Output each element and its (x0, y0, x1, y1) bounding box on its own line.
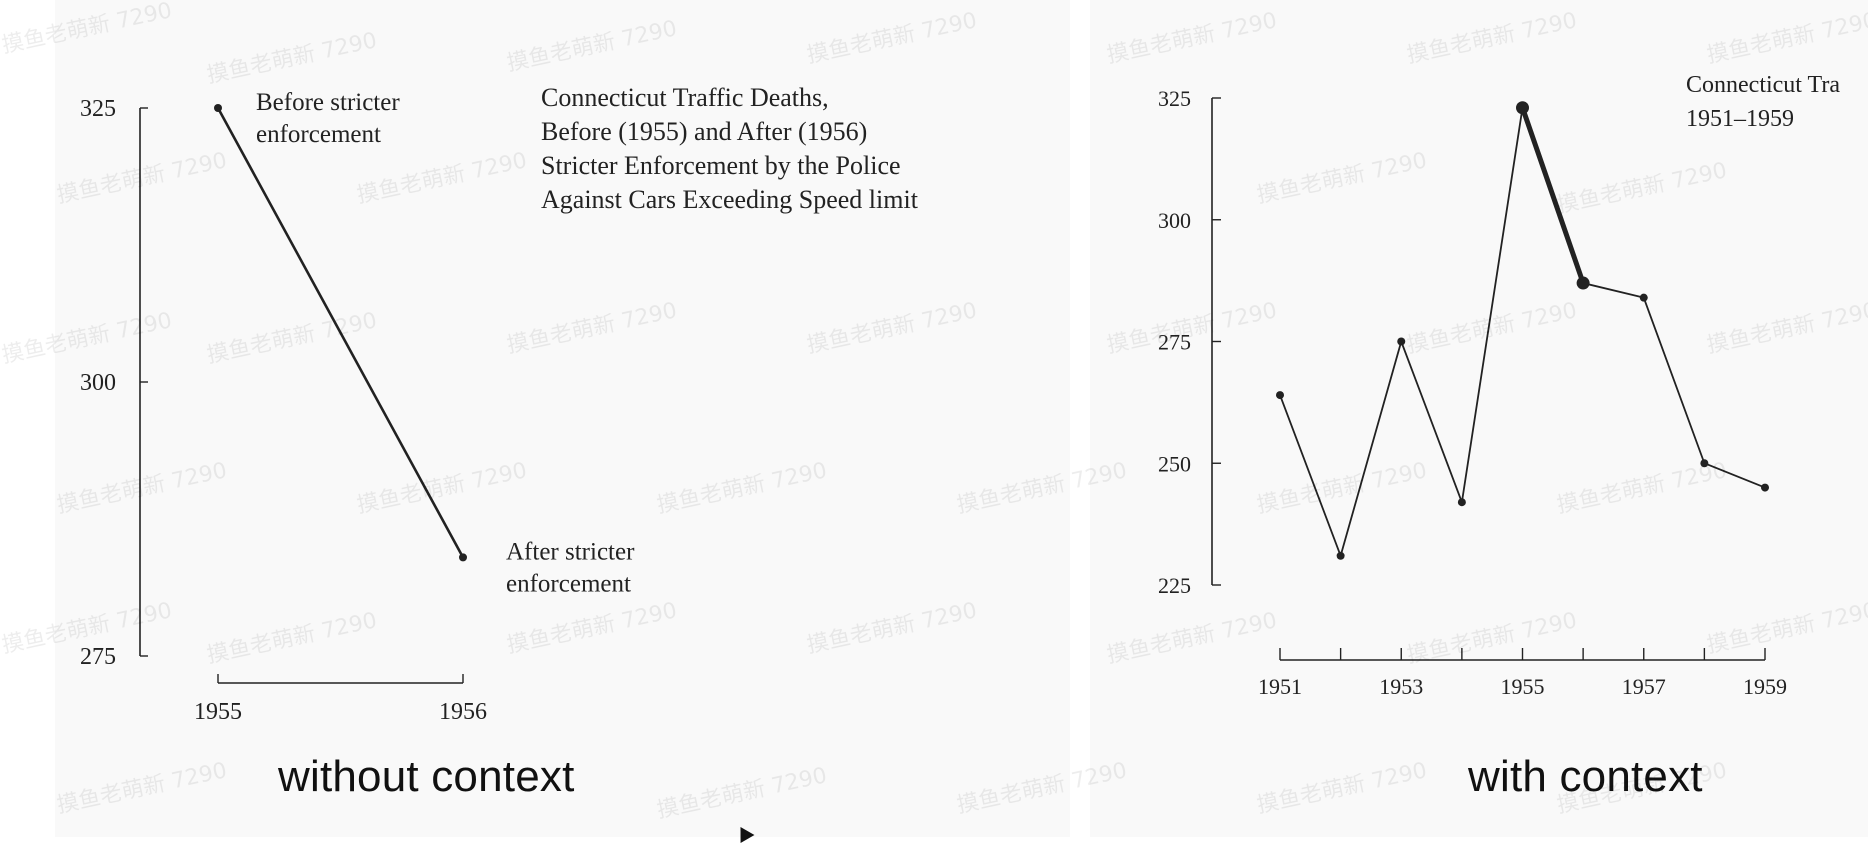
data-point-right (1336, 551, 1345, 560)
y-tick-label-right: 225 (1158, 573, 1191, 598)
x-tick-label-left: 1955 (194, 699, 242, 725)
annotation-after: After stricter enforcement (506, 538, 635, 597)
y-tick-label-left: 300 (80, 370, 116, 396)
chart-title-left: Connecticut Traffic Deaths, Before (1955)… (541, 83, 919, 214)
data-point-right (1397, 337, 1406, 346)
data-point-right (1457, 498, 1466, 507)
series-line-right (1279, 107, 1766, 559)
x-tick-label-right: 1951 (1258, 674, 1302, 699)
data-point-right (1276, 391, 1284, 400)
y-tick-label-left: 275 (80, 644, 116, 670)
y-tick-label-right: 250 (1158, 451, 1191, 476)
x-tick-label-right: 1955 (1501, 674, 1545, 699)
annotation-before: Before stricter enforcement (256, 89, 400, 148)
caption-with-context: with context (1468, 752, 1703, 801)
data-point-left (214, 104, 222, 112)
highlight-segment-right (1520, 106, 1586, 284)
x-tick-label-right: 1957 (1622, 674, 1666, 699)
data-point-right (1639, 293, 1648, 302)
highlight-point-right (1516, 101, 1529, 115)
x-tick-label-right: 1959 (1743, 674, 1787, 699)
y-tick-label-right: 325 (1158, 86, 1191, 111)
data-point-left (459, 553, 467, 562)
chart-title-right: Connecticut Tra 1951–1959 (1686, 72, 1840, 132)
series-line-left (216, 107, 465, 558)
x-tick-label-right: 1953 (1379, 674, 1423, 699)
data-point-right (1761, 483, 1769, 492)
left-panel-background (55, 0, 1070, 837)
y-tick-label-right: 275 (1158, 330, 1191, 355)
y-tick-label-right: 300 (1158, 208, 1191, 233)
caption-without-context: without context (278, 752, 575, 801)
x-tick-label-left: 1956 (439, 699, 487, 725)
right-panel-background (1090, 0, 1868, 837)
data-point-right (1700, 459, 1709, 468)
y-tick-label-left: 325 (80, 96, 116, 122)
highlight-point-right (1576, 276, 1590, 290)
